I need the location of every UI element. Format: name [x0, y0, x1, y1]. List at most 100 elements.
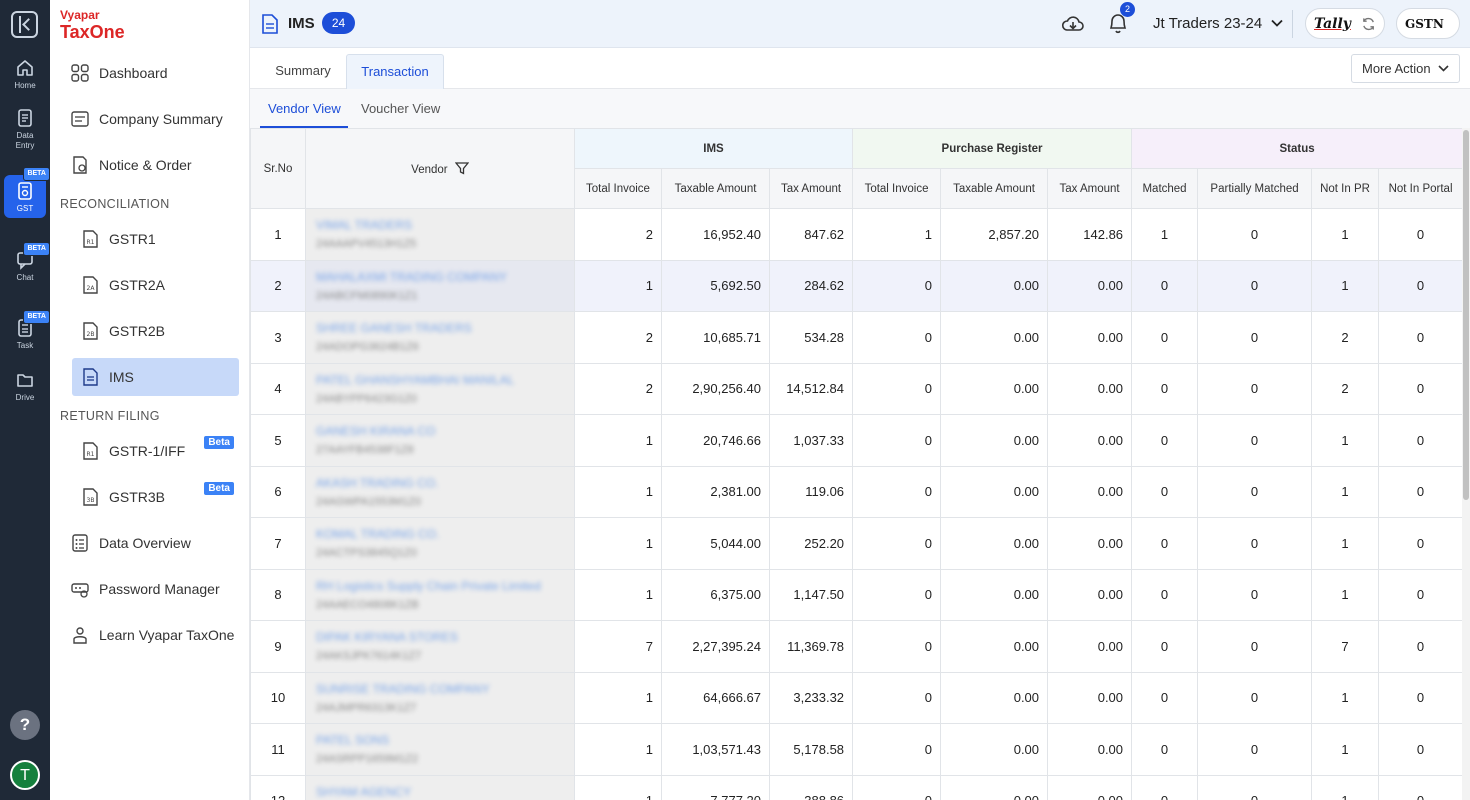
cell-ims-total-invoice: 1	[574, 414, 662, 467]
cell-vendor[interactable]: SHYAM AGENCY24AXKPS4571L1Z3	[305, 774, 575, 800]
cell-vendor[interactable]: AKASH TRADING CO. 24AGWPA1553M1Z0	[305, 465, 575, 518]
tab-vendor-view[interactable]: Vendor View	[268, 101, 341, 116]
cell-ims-taxable-amount: 5,044.00	[661, 517, 770, 570]
cell-vendor[interactable]: DIPAK KIRYANA STORES 24AKSJPK7614K1Z7	[305, 620, 575, 673]
rail-item-task[interactable]: BETA Task	[4, 310, 50, 351]
vendor-name-link[interactable]: MAHALAXMI TRADING COMPANY	[316, 269, 507, 284]
sidebar-item-dashboard[interactable]: Dashboard	[70, 55, 240, 91]
cell-not-in-portal: 0	[1378, 620, 1462, 673]
cell-sr-no: 10	[250, 671, 306, 724]
rail-item-drive[interactable]: Drive	[4, 370, 46, 403]
user-avatar[interactable]: T	[10, 760, 40, 790]
sidebar-item-ims[interactable]: IMS	[72, 358, 239, 396]
sidebar-item-gstr2a[interactable]: 2A GSTR2A	[82, 267, 239, 303]
vendor-name-link[interactable]: VIMAL TRADERS	[316, 218, 413, 233]
vendor-name-link[interactable]: PATEL GHANSHYAMBHAI MANILAL	[316, 372, 515, 387]
rail-item-gst[interactable]: BETA GST	[4, 167, 50, 218]
sidebar-item-gstr2b[interactable]: 2B GSTR2B	[82, 313, 239, 349]
cell-pr-taxable-amount: 0.00	[940, 774, 1049, 800]
rail-label-task: Task	[16, 341, 34, 350]
cell-pr-taxable-amount: 0.00	[940, 671, 1049, 724]
vendor-name-link[interactable]: GANESH KIRANA CO	[316, 424, 436, 439]
vendor-name-link[interactable]: AKASH TRADING CO.	[316, 475, 439, 490]
table-row[interactable]: 2 MAHALAXMI TRADING COMPANY 24ABCFM0890K1Z…	[250, 259, 1462, 312]
tab-voucher-view[interactable]: Voucher View	[361, 101, 441, 116]
table-row[interactable]: 6 AKASH TRADING CO. 24AGWPA1553M1Z0 1 2,381.…	[250, 465, 1462, 518]
sidebar-item-notice-order[interactable]: Notice & Order	[70, 147, 240, 183]
table-row[interactable]: 9 DIPAK KIRYANA STORES 24AKSJPK7614K1Z7 7 2,…	[250, 620, 1462, 673]
cell-pr-tax-amount: 142.86	[1047, 208, 1133, 261]
table-scrollbar[interactable]	[1462, 128, 1470, 800]
sidebar-item-gstr1[interactable]: R1 GSTR1	[82, 221, 239, 257]
cell-not-in-portal: 0	[1378, 568, 1462, 621]
vendor-name-link[interactable]: SHYAM AGENCY	[316, 784, 412, 799]
vendor-name-link[interactable]: PATEL SONS	[316, 733, 390, 748]
tab-summary[interactable]: Summary	[275, 63, 331, 78]
rail-item-chat[interactable]: BETA Chat	[4, 242, 50, 283]
sidebar-item-password-manager[interactable]: Password Manager	[70, 571, 240, 607]
vendor-table-container: Sr.No Vendor IMS Purchase Register Statu…	[250, 128, 1462, 800]
cell-vendor[interactable]: SHREE GANESH TRADERS 24ADOPG3624B1Z6	[305, 311, 575, 364]
gstn-sync-button[interactable]: GSTN	[1396, 8, 1460, 39]
notification-bell-icon[interactable]	[1107, 11, 1129, 35]
cell-ims-taxable-amount: 20,746.66	[661, 414, 770, 467]
table-row[interactable]: 10 SUNRISE TRADING COMPANY 24AJMPR6313K1Z7…	[250, 671, 1462, 724]
cell-matched: 0	[1131, 311, 1199, 364]
cell-vendor[interactable]: RH Logistics Supply Chain Private Limite…	[305, 568, 575, 621]
cell-not-in-portal: 0	[1378, 723, 1462, 776]
rail-item-data-entry[interactable]: Data Entry	[4, 108, 46, 151]
vendor-name-link[interactable]: SHREE GANESH TRADERS	[316, 321, 472, 336]
cell-vendor[interactable]: PATEL GHANSHYAMBHAI MANILAL 24ABYPP6423G1…	[305, 362, 575, 415]
chevron-down-icon[interactable]	[1270, 16, 1284, 30]
cell-pr-tax-amount: 0.00	[1047, 774, 1133, 800]
cell-ims-taxable-amount: 2,27,395.24	[661, 620, 770, 673]
cell-vendor[interactable]: VIMAL TRADERS 24AAAPV4513H1Z5	[305, 208, 575, 261]
cell-vendor[interactable]: PATEL SONS 24ASRPP1659M1Z2	[305, 723, 575, 776]
cell-ims-tax-amount: 11,369.78	[768, 620, 854, 673]
col-pr-taxable-amount: Taxable Amount	[940, 168, 1049, 209]
sidebar-item-learn[interactable]: Learn Vyapar TaxOne	[70, 617, 240, 653]
cell-vendor[interactable]: GANESH KIRANA CO 27AAYFB4538F1Z8	[305, 414, 575, 467]
help-button[interactable]: ?	[10, 710, 40, 740]
cell-vendor[interactable]: MAHALAXMI TRADING COMPANY 24ABCFM0890K1Z1	[305, 259, 575, 312]
more-action-button[interactable]: More Action	[1351, 54, 1460, 83]
vendor-name-link[interactable]: DIPAK KIRYANA STORES	[316, 630, 458, 645]
company-selector[interactable]: Jt Traders 23-24	[1153, 15, 1263, 32]
cell-pr-total-invoice: 0	[852, 465, 942, 518]
sidebar-item-company-summary[interactable]: Company Summary	[70, 101, 240, 137]
cell-vendor[interactable]: KOMAL TRADING CO. 24ACTPS3845Q1Z0	[305, 517, 575, 570]
rail-label-chat: Chat	[16, 273, 34, 282]
table-row[interactable]: 4 PATEL GHANSHYAMBHAI MANILAL 24ABYPP6423G…	[250, 362, 1462, 415]
sidebar-item-data-overview[interactable]: Data Overview	[70, 525, 240, 561]
collapse-sidebar-icon[interactable]	[11, 11, 38, 38]
cloud-download-icon[interactable]	[1061, 12, 1085, 36]
cell-not-in-pr: 1	[1311, 259, 1380, 312]
table-row[interactable]: 3 SHREE GANESH TRADERS 24ADOPG3624B1Z6 2 10,…	[250, 311, 1462, 364]
table-row[interactable]: 8 RH Logistics Supply Chain Private Limit…	[250, 568, 1462, 621]
vendor-name-link[interactable]: SUNRISE TRADING COMPANY	[316, 681, 490, 696]
vendor-name-link[interactable]: KOMAL TRADING CO.	[316, 527, 440, 542]
col-vendor[interactable]: Vendor	[305, 128, 575, 209]
table-row[interactable]: 1 VIMAL TRADERS 24AAAPV4513H1Z5 2 16,952.40 8…	[250, 208, 1462, 261]
cell-matched: 0	[1131, 568, 1199, 621]
rail-item-home[interactable]: Home	[4, 58, 46, 91]
cell-ims-total-invoice: 1	[574, 568, 662, 621]
notification-count-badge: 2	[1120, 2, 1135, 17]
scrollbar-thumb[interactable]	[1463, 130, 1469, 500]
vendor-name-link[interactable]: RH Logistics Supply Chain Private Limite…	[316, 578, 541, 593]
company-summary-icon	[71, 111, 89, 127]
tally-sync-button[interactable]: Tally	[1305, 8, 1385, 39]
table-row[interactable]: 12SHYAM AGENCY24AXKPS4571L1Z317,777.2038…	[250, 774, 1462, 800]
cell-pr-total-invoice: 0	[852, 723, 942, 776]
cell-not-in-pr: 1	[1311, 517, 1380, 570]
filter-icon[interactable]	[454, 161, 470, 175]
table-row[interactable]: 7 KOMAL TRADING CO. 24ACTPS3845Q1Z0 1 5,044.…	[250, 517, 1462, 570]
top-header: IMS 24 2 Jt Traders 23-24 Tally GSTN	[250, 0, 1470, 48]
cell-vendor[interactable]: SUNRISE TRADING COMPANY 24AJMPR6313K1Z7	[305, 671, 575, 724]
table-row[interactable]: 5 GANESH KIRANA CO 27AAYFB4538F1Z8 1 20,746.…	[250, 414, 1462, 467]
tab-transaction[interactable]: Transaction	[346, 54, 444, 89]
table-row[interactable]: 11 PATEL SONS 24ASRPP1659M1Z2 1 1,03,571.43 5…	[250, 723, 1462, 776]
sidebar-item-gstr1-iff[interactable]: R1 GSTR-1/IFF Beta	[82, 433, 239, 469]
sidebar-item-gstr3b[interactable]: 3B GSTR3B Beta	[82, 479, 239, 515]
gst-icon	[18, 182, 32, 200]
